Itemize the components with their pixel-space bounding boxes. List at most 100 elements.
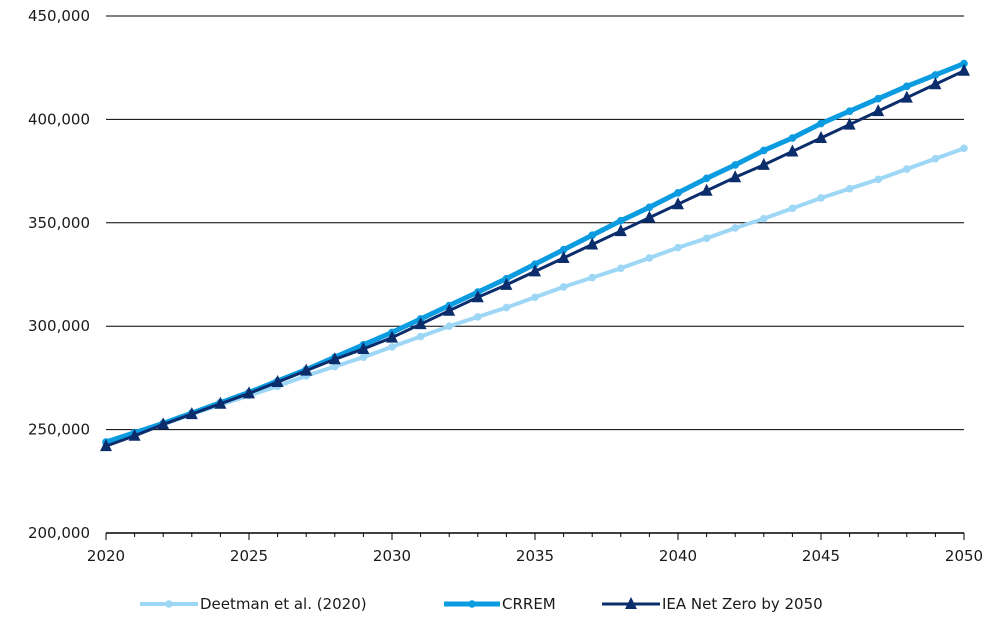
data-point <box>614 224 627 237</box>
data-point <box>157 417 170 430</box>
data-point <box>674 189 682 197</box>
legend-label: IEA Net Zero by 2050 <box>662 595 823 613</box>
data-point <box>815 131 827 144</box>
data-point <box>903 82 911 91</box>
data-point <box>271 375 284 388</box>
x-tick-label: 2030 <box>373 547 411 565</box>
series-layer <box>100 59 970 452</box>
data-point <box>500 277 513 290</box>
data-point <box>872 104 885 117</box>
data-point <box>386 330 398 343</box>
data-point <box>960 144 968 153</box>
x-tick-label: 2035 <box>516 547 554 565</box>
series-line <box>105 61 965 445</box>
data-point <box>243 386 255 399</box>
data-point <box>588 273 596 282</box>
data-point <box>760 146 768 155</box>
data-point <box>359 353 368 362</box>
data-point <box>645 203 654 212</box>
x-tick-label: 2045 <box>802 547 840 565</box>
data-point <box>702 234 711 243</box>
data-point <box>588 231 596 240</box>
legend-marker <box>165 600 173 608</box>
data-point <box>643 210 656 223</box>
data-point <box>557 250 570 263</box>
data-point <box>300 363 313 376</box>
data-point <box>874 175 882 184</box>
y-tick-label: 250,000 <box>28 421 90 439</box>
data-point <box>702 174 711 183</box>
data-point <box>445 322 454 331</box>
data-point <box>731 224 739 232</box>
data-point <box>388 343 396 351</box>
data-point <box>559 283 568 291</box>
data-point <box>874 94 882 103</box>
y-tick-label: 400,000 <box>28 110 90 128</box>
data-point <box>100 439 112 452</box>
data-point <box>531 260 539 268</box>
legend-item: CRREM <box>444 595 556 613</box>
data-point <box>845 107 854 115</box>
data-point <box>929 77 942 90</box>
series-line <box>105 69 965 448</box>
x-tick-label: 2025 <box>230 547 268 565</box>
data-point <box>474 313 482 321</box>
x-tick-label: 2040 <box>659 547 697 565</box>
data-point <box>214 396 227 409</box>
series-2 <box>102 59 968 446</box>
legend-item: IEA Net Zero by 2050 <box>602 595 823 613</box>
data-point <box>185 407 198 420</box>
data-point <box>674 243 682 252</box>
x-tick-label: 2050 <box>945 547 983 565</box>
data-point <box>731 161 739 169</box>
data-point <box>931 71 940 79</box>
x-axis <box>105 532 965 540</box>
data-point <box>531 293 539 302</box>
y-tick-labels: 200,000 250,000 300,000 350,000 400,000 450,0… <box>28 7 90 542</box>
legend-label: Deetman et al. (2020) <box>200 595 367 613</box>
data-point <box>760 214 768 223</box>
data-point <box>617 264 625 273</box>
legend: Deetman et al. (2020) CRREM IEA Net Zero b… <box>140 595 823 613</box>
data-point <box>529 264 541 277</box>
data-point <box>843 117 856 130</box>
data-point <box>700 183 713 196</box>
data-point <box>817 194 825 202</box>
data-point <box>757 157 770 170</box>
data-point <box>471 290 484 303</box>
data-point <box>416 332 425 341</box>
data-point <box>960 59 968 68</box>
data-point <box>672 197 684 210</box>
data-point <box>502 303 511 312</box>
x-tick-labels: 2020 2025 2030 2035 2040 2045 2050 <box>87 547 983 565</box>
data-point <box>729 170 742 183</box>
legend-marker <box>468 600 476 608</box>
data-point <box>788 134 797 142</box>
data-point <box>845 184 854 193</box>
data-point <box>586 237 599 250</box>
legend-label: CRREM <box>502 595 556 613</box>
x-tick-label: 2020 <box>87 547 125 565</box>
data-point <box>900 90 913 103</box>
data-point <box>788 204 797 213</box>
data-point <box>328 352 341 365</box>
series-1 <box>102 144 968 448</box>
data-point <box>443 303 456 316</box>
y-tick-label: 200,000 <box>28 524 90 542</box>
legend-marker <box>625 597 637 609</box>
data-point <box>357 341 370 354</box>
data-point <box>903 165 911 173</box>
data-point <box>817 119 825 128</box>
y-tick-label: 350,000 <box>28 214 90 232</box>
data-point <box>958 63 970 76</box>
data-point <box>128 428 141 441</box>
series-3 <box>100 63 970 452</box>
data-point <box>559 245 568 254</box>
data-point <box>414 317 427 330</box>
legend-item: Deetman et al. (2020) <box>140 595 367 613</box>
y-tick-label: 450,000 <box>28 7 90 25</box>
data-point <box>645 254 654 262</box>
y-tick-label: 300,000 <box>28 317 90 335</box>
data-point <box>786 144 799 157</box>
